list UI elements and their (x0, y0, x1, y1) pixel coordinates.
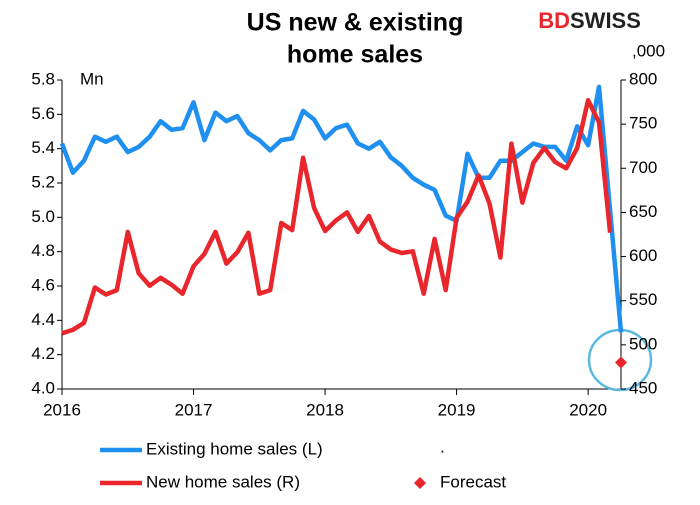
y2-tick-label: 750 (629, 114, 657, 133)
y2-tick-label: 600 (629, 246, 657, 265)
x-tick-label: 2020 (569, 400, 607, 419)
y-unit: Mn (80, 69, 104, 88)
legend-marker (414, 477, 426, 489)
y2-tick-label: 550 (629, 290, 657, 309)
y2-tick-label: 450 (629, 378, 657, 397)
y-tick-label: 5.8 (31, 69, 55, 88)
y2-unit: ,000 (632, 41, 665, 60)
x-tick-label: 2018 (306, 400, 344, 419)
series-line (59, 84, 624, 333)
legend-label: New home sales (R) (146, 472, 300, 491)
y2-tick-label: 700 (629, 158, 657, 177)
legend-label: . (440, 437, 445, 456)
logo: SWISS (570, 8, 641, 33)
legend-label: Existing home sales (L) (146, 439, 323, 458)
y2-tick-label: 500 (629, 334, 657, 353)
forecast-marker (615, 356, 627, 369)
y-tick-label: 4.2 (31, 344, 55, 363)
y-tick-label: 5.4 (31, 138, 55, 157)
y-tick-label: 4.6 (31, 275, 55, 294)
series-line (61, 98, 613, 336)
y-tick-label: 5.0 (31, 207, 55, 226)
y2-tick-label: 800 (629, 69, 657, 88)
legend-label: Forecast (440, 472, 506, 491)
y-tick-label: 5.2 (31, 172, 55, 191)
y2-tick-label: 650 (629, 202, 657, 221)
chart-title: US new & existing (247, 9, 464, 37)
x-tick-label: 2016 (43, 400, 81, 419)
logo: BD (538, 8, 570, 33)
y-tick-label: 4.4 (31, 310, 55, 329)
x-tick-label: 2017 (175, 400, 213, 419)
chart-title: home sales (287, 41, 423, 69)
y-tick-label: 4.0 (31, 378, 55, 397)
x-tick-label: 2019 (438, 400, 476, 419)
y-tick-label: 4.8 (31, 241, 55, 260)
y-tick-label: 5.6 (31, 104, 55, 123)
